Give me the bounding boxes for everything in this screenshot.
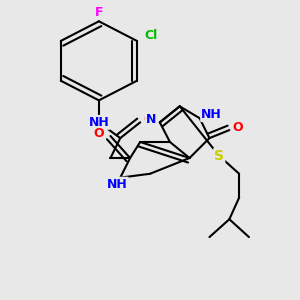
Text: F: F [94, 6, 103, 19]
Text: O: O [94, 127, 104, 140]
Text: O: O [143, 113, 154, 127]
Text: S: S [214, 149, 224, 163]
Text: Cl: Cl [145, 29, 158, 42]
Text: NH: NH [201, 108, 222, 121]
Text: NH: NH [107, 178, 128, 191]
Text: N: N [146, 113, 156, 127]
Text: NH: NH [88, 116, 109, 129]
Text: O: O [232, 121, 243, 134]
